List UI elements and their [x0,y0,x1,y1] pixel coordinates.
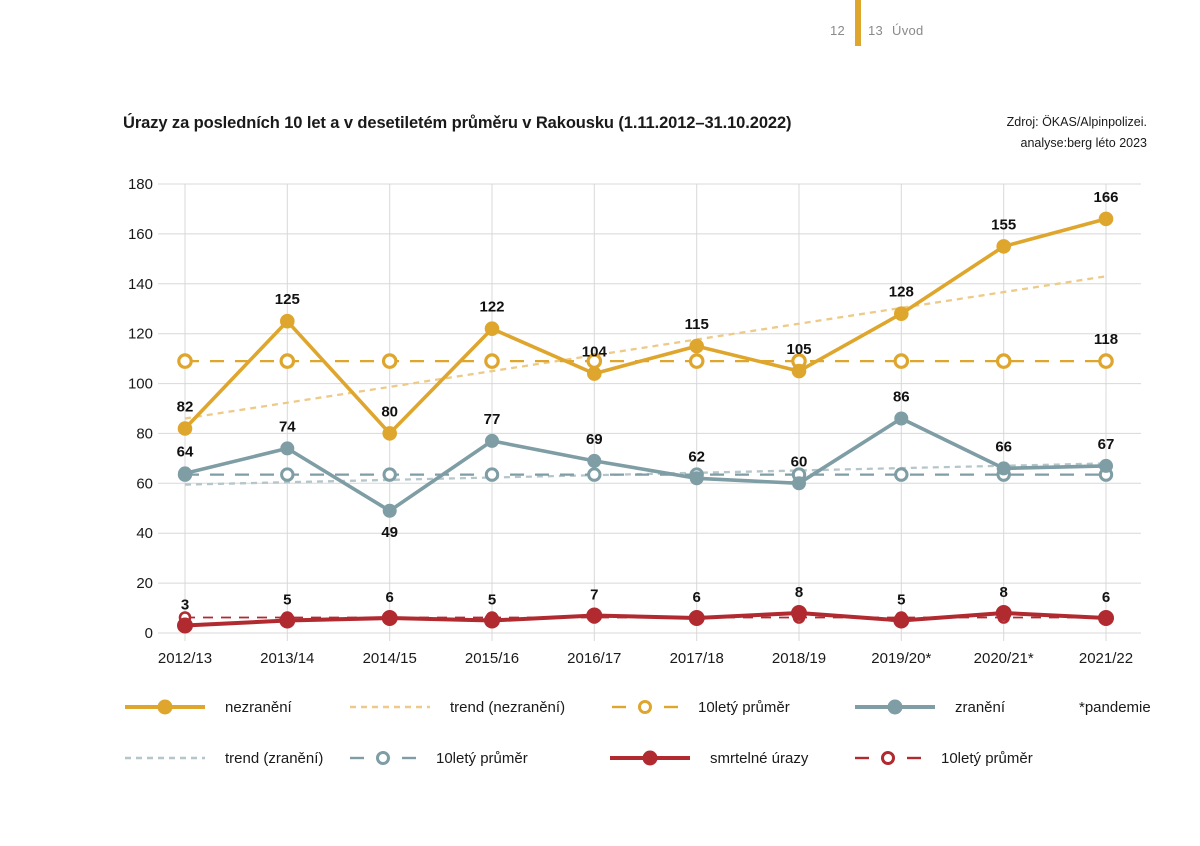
y-tick-label: 180 [128,176,153,193]
data-label: 6 [386,589,394,606]
data-label: 8 [1000,584,1008,601]
data-label: 66 [995,438,1012,455]
data-label: 8 [795,584,803,601]
data-label: 3 [181,597,189,614]
y-tick-label: 0 [145,625,153,642]
data-label: 82 [177,399,194,416]
page-number-left: 12 [830,23,846,38]
data-label: 6 [693,589,701,606]
page-number-right: 13 [868,23,884,38]
x-tick-label: 2012/13 [158,650,212,667]
data-label: 115 [685,316,709,333]
data-label: 49 [381,524,398,541]
y-tick-label: 120 [128,326,153,343]
data-label: 7 [590,587,598,604]
series-trend-nezraneni [184,275,1107,420]
x-tick-label: 2020/21* [974,650,1034,667]
data-label: 105 [786,341,811,358]
section-title: Úvod [892,23,924,38]
data-label: 67 [1098,436,1115,453]
x-tick-label: 2021/22 [1079,650,1133,667]
y-tick-label: 160 [128,226,153,243]
x-tick-label: 2014/15 [363,650,417,667]
data-label: 60 [791,453,808,470]
data-label: 155 [991,216,1016,233]
y-tick-label: 20 [136,575,153,592]
x-tick-label: 2019/20* [871,650,931,667]
data-label: 128 [889,284,914,301]
data-label: 86 [893,389,910,406]
y-tick-label: 80 [136,425,153,442]
data-label: 80 [381,403,398,420]
data-label: 74 [279,418,296,435]
data-label: 104 [582,344,608,361]
y-tick-label: 40 [136,525,153,542]
source-line-1: Zdroj: ÖKAS/Alpinpolizei. [1006,115,1147,129]
x-tick-label: 2018/19 [772,650,826,667]
data-label: 6 [1102,589,1110,606]
data-label: 166 [1093,189,1118,206]
x-tick-label: 2015/16 [465,650,519,667]
data-label: 77 [484,411,501,428]
data-label: 5 [283,592,291,609]
avg-end-label: 118 [1094,331,1118,348]
data-label: 5 [897,592,905,609]
data-label: 64 [177,443,194,460]
source-note: Zdroj: ÖKAS/Alpinpolizei. analyse:berg l… [1007,112,1147,154]
data-label: 125 [275,291,300,308]
series-nezraneni [177,211,1114,441]
x-tick-label: 2013/14 [260,650,314,667]
page-header: 12 13 Úvod [820,0,1150,50]
series-zraneni [178,411,1113,518]
data-label: 5 [488,592,496,609]
header-accent-bar [855,0,861,46]
y-tick-label: 100 [128,376,153,393]
data-label: 62 [688,448,705,465]
data-label: 69 [586,431,603,448]
series-smrtelne-urazy [177,605,1114,634]
data-label: 122 [479,299,504,316]
x-tick-label: 2017/18 [670,650,724,667]
y-tick-label: 60 [136,475,153,492]
source-line-2: analyse:berg léto 2023 [1020,136,1147,150]
y-tick-label: 140 [128,276,153,293]
x-tick-label: 2016/17 [567,650,621,667]
chart-title: Úrazy za posledních 10 let a v desetilet… [123,114,792,132]
